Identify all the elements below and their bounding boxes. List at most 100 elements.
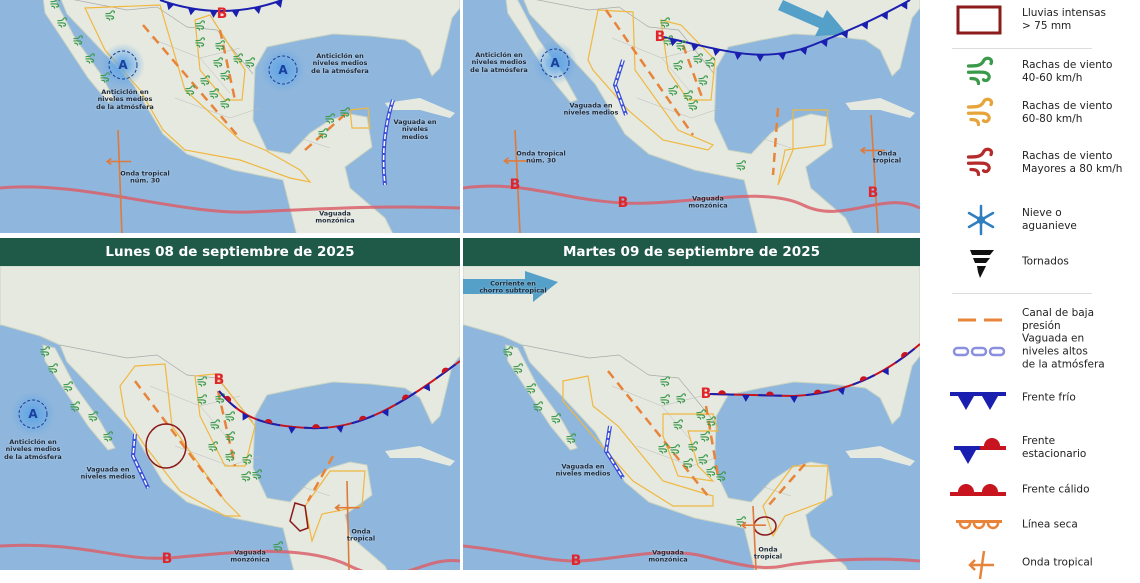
tropical-wave-arrow	[740, 521, 766, 529]
anticyclone-label: Anticiclón en niveles medios de la atmós…	[4, 437, 62, 461]
anticyclone-glow	[533, 41, 577, 85]
cold-front	[159, 0, 283, 12]
wind-gust-40-60-icon	[195, 20, 205, 31]
front-triangle	[209, 10, 218, 18]
legend-label: Frente cálido	[1022, 483, 1090, 496]
overlay	[463, 0, 920, 233]
low-pressure-channel	[704, 405, 720, 477]
tropical-wave-arrow	[105, 157, 132, 166]
front-semicircle	[717, 390, 726, 395]
anticyclone-ring	[18, 399, 48, 429]
wind-gust-40-60-icon	[706, 466, 716, 477]
tropical-wave-icon	[968, 550, 994, 580]
wind-gust-40-60-icon	[185, 85, 195, 96]
wind-gust-40-60-icon	[513, 363, 523, 374]
wind-gust-40-60-icon	[503, 346, 513, 357]
tropical-wave	[346, 480, 350, 570]
map-panel-monday: Lunes 08 de septiembre de 2025 A Anticic…	[0, 238, 460, 570]
legend-divider	[952, 48, 1092, 49]
monsoon-trough	[463, 544, 920, 569]
wind-gust-40-60-icon	[103, 431, 113, 442]
monsoon-trough	[0, 185, 460, 214]
jet-stream-arrow	[778, 0, 848, 36]
anticyclone-glow	[11, 392, 55, 436]
wind-gust-40-60-icon	[197, 394, 207, 405]
front-triangle	[253, 6, 262, 14]
wind-gust-40-60-icon	[105, 10, 115, 21]
front-semicircle	[402, 394, 410, 401]
tropical-wave-label: Onda tropical núm. 30	[120, 169, 170, 185]
wind-gust-40-60-icon	[225, 411, 235, 422]
monsoon-trough	[463, 184, 920, 213]
anticyclone-ring	[540, 48, 570, 78]
low-pressure-channel	[604, 9, 695, 136]
monsoon-low-marker: B	[161, 551, 173, 567]
wind-gust-40-60-icon	[683, 458, 693, 469]
anticyclone-marker: A	[118, 58, 128, 72]
wind-gust-40-60-icon	[325, 113, 335, 124]
wind-zone-outline	[587, 9, 715, 151]
wind-gust-40-60-icon	[197, 376, 207, 387]
monsoon-low-marker: B	[617, 195, 629, 211]
legend-label: Lluvias intensas > 75 mm	[1022, 6, 1106, 32]
front-semicircle	[312, 424, 321, 429]
wind-zone-outline	[84, 4, 312, 183]
wind-zone-outline	[194, 373, 256, 467]
cold-front	[662, 0, 911, 56]
wind-gust-40-60-icon	[693, 53, 703, 64]
wind-gust-40-60-icon	[210, 419, 220, 430]
front-triangle	[691, 43, 700, 52]
warm-front-icon	[950, 484, 1006, 496]
wind-gust-40-60-icon	[688, 100, 698, 111]
legend: Lluvias intensas > 75 mm Rachas de viento…	[930, 0, 1140, 580]
low-pressure-marker: B	[700, 386, 712, 402]
low-pressure-marker: B	[213, 372, 225, 388]
map-panel-tuesday: Martes 09 de septiembre de 2025 Corrient…	[463, 238, 920, 570]
wind-gust-40-60-icon	[318, 128, 328, 139]
wind-gust-40-60-icon	[698, 454, 708, 465]
front-triangle	[187, 7, 196, 16]
front-triangle	[880, 11, 888, 20]
front-triangle	[242, 412, 250, 421]
monsoon-trough	[0, 543, 460, 570]
trough-label: Vaguada en niveles medios	[80, 465, 136, 481]
jet-stream-label: Corriente en chorro subtropical	[479, 279, 547, 295]
anticyclone-marker: A	[550, 56, 560, 70]
tropical-wave-label: Onda tropical	[346, 527, 376, 543]
anticyclone-label: Anticiclón en niveles medios de la atmós…	[470, 50, 528, 74]
wind-gust-40-60-icon	[245, 57, 255, 68]
front-triangle	[669, 38, 678, 47]
map-panel-top-right: A Anticiclón en niveles medios de la atm…	[463, 0, 920, 233]
front-triangle	[712, 48, 721, 56]
wind-gust-40-60-icon	[73, 35, 83, 46]
monsoon-low-marker: B	[570, 553, 582, 569]
wind-gust-40-60-icon	[533, 401, 543, 412]
anticyclone-ring	[108, 50, 138, 80]
monsoon-trough-label: Vaguada monzónica	[230, 548, 270, 564]
front-triangle	[789, 395, 798, 403]
tropical-wave	[752, 505, 757, 570]
legend-label: Frente estacionario	[1022, 434, 1087, 460]
tropical-wave-arrow	[859, 146, 886, 155]
wind-zone-outline	[119, 363, 242, 517]
wind-zone-outline	[562, 375, 714, 507]
wind-gust-40-60-icon	[673, 60, 683, 71]
wind-zone-outline	[662, 413, 719, 482]
jet-stream-arrow	[463, 271, 558, 302]
wind-gust-40-60-icon	[50, 0, 60, 9]
wind-gust-40-60-icon	[676, 393, 686, 404]
front-triangle	[837, 387, 846, 396]
overlay	[0, 0, 460, 233]
wind-gust-40-60-icon	[213, 57, 223, 68]
legend-label: Canal de baja presión	[1022, 306, 1095, 332]
map-panel-top-left: A Anticiclón en niveles medios de la atm…	[0, 0, 460, 233]
low-pressure-marker: B	[216, 6, 228, 22]
wind-gust-40-60-icon	[241, 471, 251, 482]
low-pressure-channel	[218, 29, 237, 101]
legend-label: Frente frío	[1022, 391, 1076, 404]
low-pressure-channel-icon	[958, 318, 1002, 322]
upper-trough-icon	[952, 346, 1006, 357]
monsoon-low-marker: B	[867, 185, 879, 201]
panel-title: Martes 09 de septiembre de 2025	[463, 238, 920, 266]
anticyclone-label: Anticiclón en niveles medios de la atmós…	[311, 51, 369, 75]
